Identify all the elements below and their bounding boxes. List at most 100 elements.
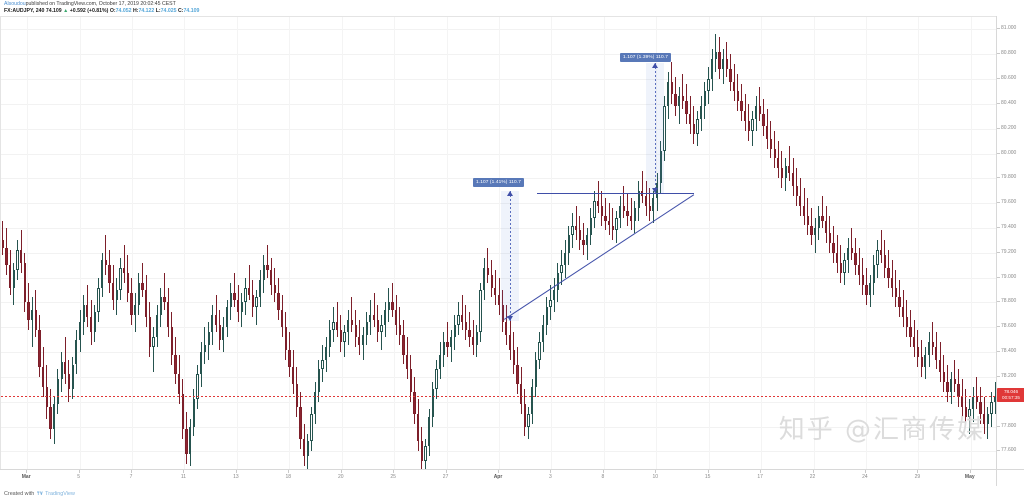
candle-wick [788,146,790,181]
candle-body [817,215,820,228]
candle-body [545,307,548,325]
candle-body [615,218,618,231]
candle-body [505,322,508,335]
candle-body [394,309,398,325]
candle-body [457,314,460,325]
candle-wick [976,376,978,410]
candle-body [769,138,773,149]
candle-body [608,220,611,226]
candle-body [178,374,181,395]
candle-body [424,446,427,462]
candle-body [692,123,695,134]
candle-wick [164,272,166,310]
price-axis-tick: 81.000 [1001,25,1017,32]
measured-move-2-label[interactable]: 1.107 (1.39%) 110.7 [620,53,672,62]
candle-body [938,359,942,372]
candle-body [181,394,185,430]
time-tick-mark [78,470,80,473]
open-label: O: [109,7,116,14]
current-price-value: 78.046 [1003,389,1019,395]
candle-body [137,282,140,305]
author-name[interactable]: Alsoudou [4,1,26,7]
candle-body [380,324,383,333]
candle-body [468,329,471,338]
candle-body [9,265,12,288]
price-tick-mark [997,152,1000,154]
candle-body [931,342,934,348]
time-axis-tick: 27 [442,474,449,480]
candle-body [167,302,170,328]
candle-body [31,309,34,320]
arrow-down-icon [507,316,513,321]
candle-body [292,366,295,385]
candle-body [913,337,916,348]
candle-body [847,247,850,261]
tradingview-brand[interactable]: TradingView [45,491,75,497]
gridline-vertical [918,17,920,470]
candle-body [707,79,710,92]
candle-body [218,324,221,340]
candle-body [927,342,931,355]
candle-wick [954,359,956,392]
gridline-vertical [341,17,343,470]
gridline-vertical [236,17,238,470]
current-price-tag[interactable]: 78.046 00:57:35 [997,388,1024,403]
candle-wick [2,220,4,256]
candle-body [924,354,927,367]
candle-body [711,59,714,80]
price-tick-mark [997,127,1000,129]
price-axis[interactable]: 81.000 80.800 80.600 80.400 80.200 80.000 79.8… [996,16,1024,469]
time-axis-tick: 5 [77,474,81,480]
candle-body [387,302,390,310]
gridline-vertical [656,17,658,470]
support-trendline[interactable] [504,194,695,320]
candle-body [582,240,585,246]
candle-body [391,302,394,310]
candle-body [519,384,523,405]
time-axis[interactable]: Mar 5 7 11 13 18 20 25 27 Apr 3 8 10 15 17 22 24 29 May [0,469,996,486]
candle-body [486,267,490,276]
candle-body [593,200,596,219]
candle-body [824,220,828,233]
candle-wick [233,272,235,308]
candle-body [435,369,438,390]
candle-body [736,91,740,102]
time-axis-tick: Apr [493,474,503,480]
price-tick-mark [997,102,1000,104]
resistance-line[interactable] [537,193,694,194]
candle-body [354,324,357,338]
price-tick-mark [997,326,1000,328]
candle-body [281,309,284,328]
candle-body [126,272,129,293]
candle-body [122,267,126,273]
measured-move-1-label[interactable]: 1.107 (1.41%) 110.7 [473,178,525,187]
candle-body [189,426,192,454]
candle-body [314,391,317,415]
low-label: L: [155,7,161,14]
price-tick-mark [997,28,1000,30]
candle-body [663,106,666,152]
gridline-vertical [708,17,710,470]
candle-body [119,267,122,291]
candle-body [501,304,504,323]
candle-body [255,297,258,308]
candle-body [872,265,875,283]
time-tick-mark [969,470,971,473]
time-tick-mark [340,470,342,473]
gridline-vertical [865,17,867,470]
chart-plot-area[interactable]: 1.107 (1.41%) 110.7 1.107 (1.39%) 110.7 知… [0,16,997,470]
candle-body [560,265,563,273]
candle-body [597,200,600,206]
candle-body [303,438,306,457]
candle-body [835,252,839,263]
symbol-label[interactable]: FX:AUDJPY, 240 [4,7,45,14]
price-axis-tick: 79.000 [1001,273,1017,280]
last-price: 74.109 [45,7,62,14]
price-tick-mark [997,251,1000,253]
candle-wick [105,235,107,276]
candle-body [214,314,218,325]
candle-wick [461,295,463,330]
candle-body [409,369,412,392]
candle-body [865,285,868,295]
candle-body [916,347,920,358]
